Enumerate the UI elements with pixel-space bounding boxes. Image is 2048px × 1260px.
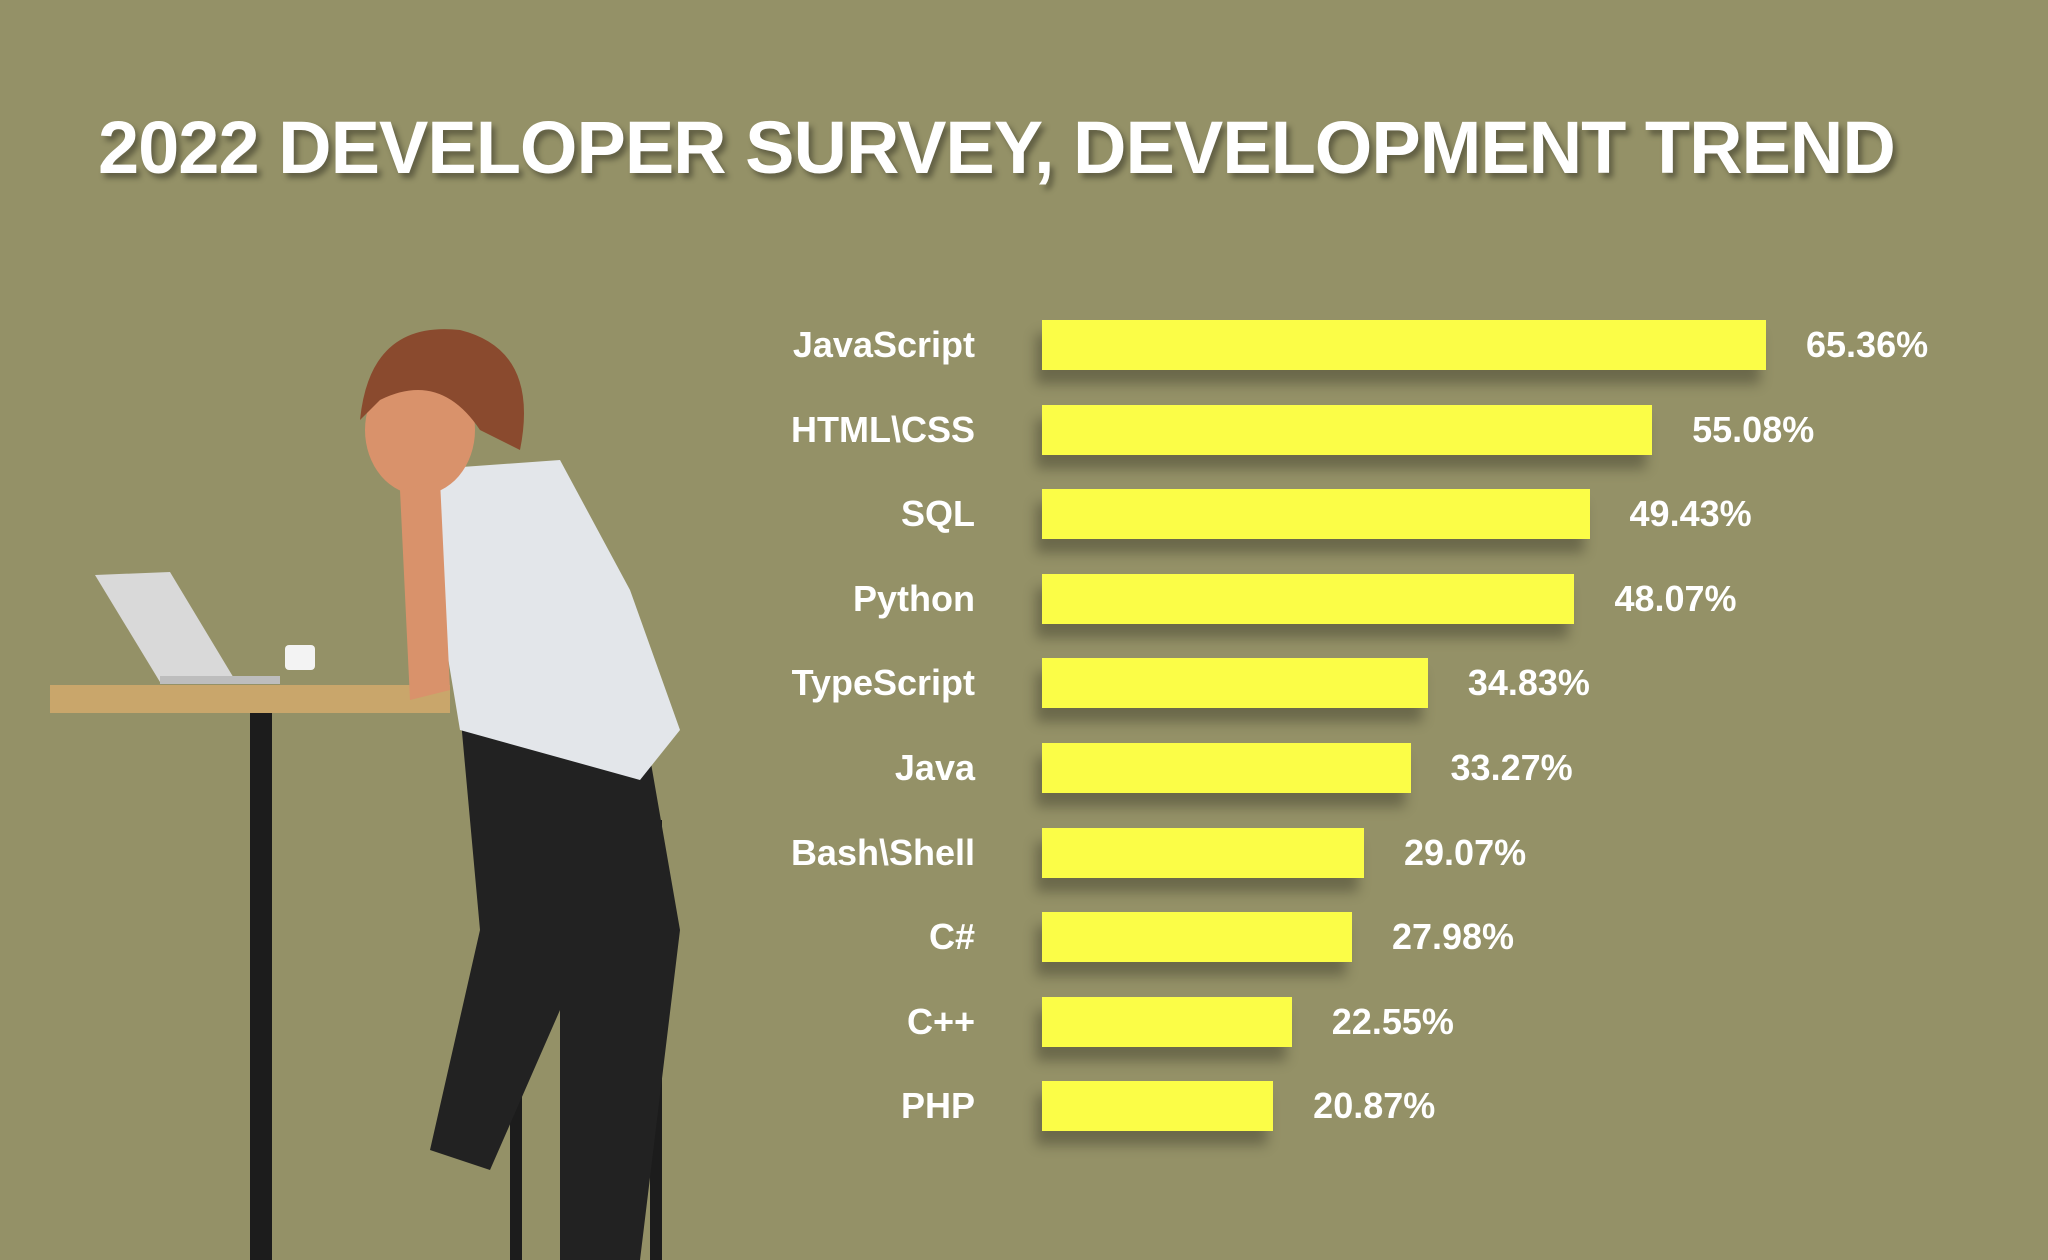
bar-c-	[1042, 996, 1292, 1047]
trousers	[430, 700, 680, 1260]
illustration-woman-at-desk	[50, 329, 680, 1260]
desk-leg	[250, 713, 272, 1260]
category-label: SQL	[900, 493, 975, 535]
laptop-icon	[95, 572, 235, 682]
value-label: 33.27%	[1450, 747, 1573, 788]
value-label: 20.87%	[1313, 1085, 1436, 1127]
value-label: 65.36%	[1806, 324, 1929, 365]
bar-html-css	[1042, 404, 1653, 455]
value-label: 27.98%	[1391, 916, 1515, 958]
category-label: Java	[894, 747, 975, 788]
value-label: 29.07%	[1404, 831, 1527, 873]
hair	[360, 329, 524, 450]
laptop-base	[160, 676, 280, 684]
category-label: C#	[928, 916, 975, 958]
cup-icon	[285, 645, 315, 670]
value-label: 49.43%	[1629, 493, 1752, 535]
shirt	[420, 460, 680, 780]
bar-javascript	[1042, 320, 1766, 370]
category-label: Bash\Shell	[790, 831, 975, 873]
category-label: Python	[853, 577, 975, 619]
value-label: 55.08%	[1692, 408, 1815, 450]
bar-php	[1042, 1081, 1274, 1132]
arm	[400, 480, 450, 700]
category-label: HTML\CSS	[791, 408, 975, 450]
bar-sql	[1042, 489, 1590, 540]
bar-java	[1042, 743, 1411, 793]
bar-typescript	[1042, 658, 1428, 709]
category-label: TypeScript	[791, 662, 975, 704]
value-label: 22.55%	[1331, 1000, 1454, 1042]
value-label: 34.83%	[1467, 662, 1590, 704]
value-label: 48.07%	[1614, 577, 1737, 619]
bar-bash-shell	[1042, 827, 1364, 878]
chart-title: 2022 DEVELOPER SURVEY, DEVELOPMENT TREND	[98, 106, 1896, 189]
category-label: PHP	[900, 1085, 975, 1127]
bar-c-	[1042, 912, 1352, 963]
bar-python	[1042, 573, 1575, 624]
category-label: C++	[906, 1000, 975, 1042]
desk-top	[50, 685, 450, 713]
category-label: JavaScript	[792, 324, 975, 365]
